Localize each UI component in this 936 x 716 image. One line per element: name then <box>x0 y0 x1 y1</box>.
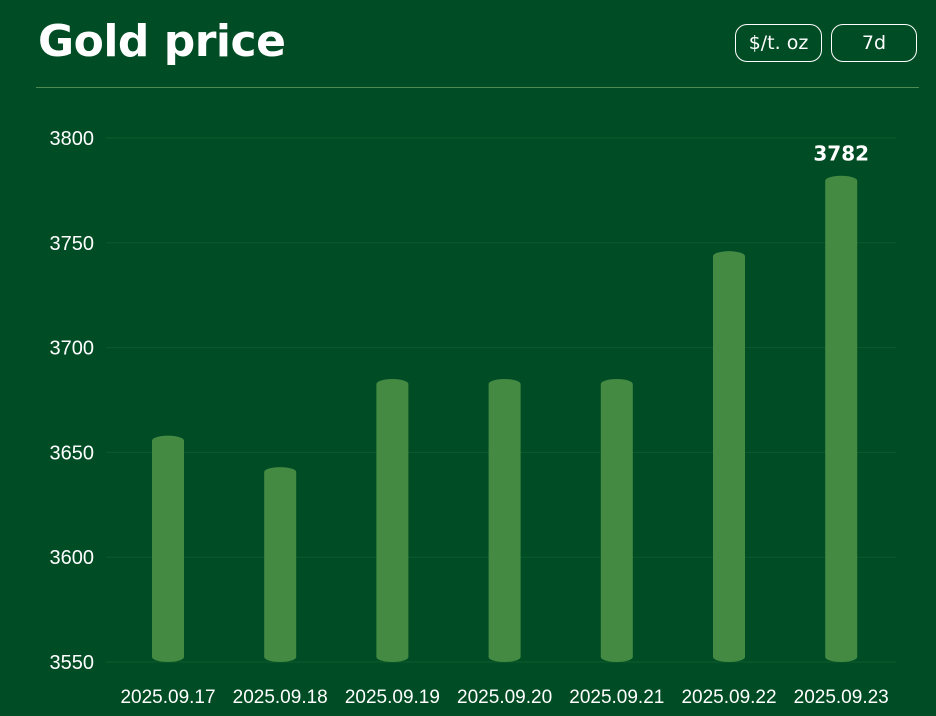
bar[interactable] <box>488 379 521 662</box>
bar[interactable] <box>376 379 409 662</box>
y-tick-label: 3750 <box>50 233 95 255</box>
grid-lines <box>106 137 896 663</box>
bars <box>152 175 858 662</box>
x-tick-label: 2025.09.18 <box>233 687 328 708</box>
x-tick-label: 2025.09.23 <box>794 687 889 708</box>
y-tick-label: 3550 <box>50 652 95 674</box>
bar-value-label: 3782 <box>813 142 869 166</box>
y-tick-label: 3700 <box>50 338 95 360</box>
bar[interactable] <box>713 251 745 662</box>
bar[interactable] <box>825 175 858 662</box>
bar[interactable] <box>600 379 633 662</box>
y-tick-label: 3600 <box>50 547 95 569</box>
data-labels: 3782 <box>813 142 869 166</box>
x-tick-label: 2025.09.19 <box>345 687 440 708</box>
x-tick-label: 2025.09.20 <box>457 687 552 708</box>
y-tick-label: 3650 <box>50 442 95 464</box>
bar[interactable] <box>264 467 297 662</box>
unit-toggle-button[interactable]: $/t. oz <box>735 24 822 62</box>
x-axis-tick-labels: 2025.09.17 2025.09.18 2025.09.19 2025.09.20… <box>120 687 888 708</box>
x-tick-label: 2025.09.22 <box>681 687 776 708</box>
y-axis-tick-labels: 3550 3600 3650 3700 3750 3800 <box>50 128 95 674</box>
y-tick-label: 3800 <box>50 128 95 150</box>
x-tick-label: 2025.09.17 <box>120 687 215 708</box>
x-tick-label: 2025.09.21 <box>569 687 664 708</box>
header-divider <box>36 87 919 88</box>
bar[interactable] <box>152 435 184 662</box>
range-toggle-button[interactable]: 7d <box>831 24 917 62</box>
chart-title: Gold price <box>38 16 286 67</box>
